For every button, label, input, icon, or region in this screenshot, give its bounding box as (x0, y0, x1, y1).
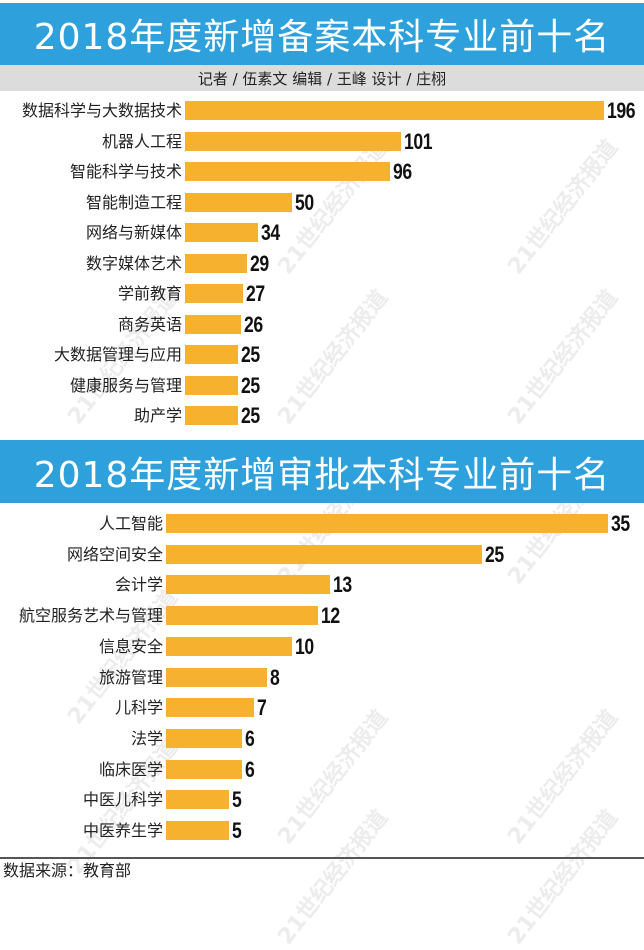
bar (185, 192, 292, 212)
bar (185, 345, 238, 364)
bar (185, 101, 604, 120)
bar-label: 法学 (130, 728, 163, 748)
bar-value-label: 101 (404, 128, 433, 154)
bar-row: 数字媒体艺术 29 (0, 251, 644, 276)
bar-label: 中医儿科学 (82, 790, 163, 810)
data-source: 数据来源：教育部 (3, 861, 132, 880)
bar-row: 人工智能 35 (0, 511, 644, 536)
bar-label: 旅游管理 (98, 667, 163, 687)
bar (185, 406, 238, 425)
bar-row: 儿科学 7 (0, 695, 644, 720)
bar-value-label: 5 (232, 787, 242, 813)
bar-row: 旅游管理 8 (0, 665, 644, 690)
bar-value-label: 25 (241, 342, 260, 367)
bar (166, 606, 318, 626)
bar (185, 284, 243, 303)
bar-value-label: 35 (611, 511, 630, 536)
bar (166, 790, 229, 810)
bar-label: 健康服务与管理 (69, 375, 182, 395)
bar-row: 商务英语 26 (0, 312, 644, 337)
bar (166, 667, 267, 687)
bar-label: 大数据管理与应用 (53, 345, 182, 364)
bar-row: 机器人工程 101 (0, 129, 644, 154)
bar (185, 314, 241, 334)
bar-label: 商务英语 (117, 314, 182, 334)
bar-label: 信息安全 (98, 636, 163, 656)
bar-value-label: 8 (270, 664, 280, 690)
bar-value-label: 12 (321, 603, 340, 629)
bar-row: 信息安全 10 (0, 634, 644, 659)
bar-value-label: 6 (245, 725, 255, 751)
footer-divider (0, 857, 644, 859)
chart-approved-majors: 人工智能 35 网络空间安全 25 会计学 13 航空服务艺术与管理 12 信息安全 10 旅游管理… (0, 511, 644, 843)
bar (166, 636, 292, 656)
bar-row: 网络空间安全 25 (0, 542, 644, 567)
bar-row: 数据科学与大数据技术 196 (0, 98, 644, 123)
bar-label: 智能科学与技术 (69, 162, 182, 181)
bar-label: 助产学 (133, 406, 182, 425)
chart-2-title: 2018年度新增审批本科专业前十名 (0, 440, 644, 503)
bar-label: 儿科学 (114, 698, 163, 718)
bar-row: 中医儿科学 5 (0, 787, 644, 812)
bar-value-label: 27 (246, 281, 265, 306)
bar-label: 网络与新媒体 (85, 223, 182, 242)
bar-value-label: 26 (244, 311, 263, 337)
bar-value-label: 10 (295, 633, 314, 659)
bar-label: 数字媒体艺术 (85, 253, 182, 273)
bar-value-label: 6 (245, 756, 255, 782)
bar-row: 中医养生学 5 (0, 818, 644, 843)
bar-value-label: 13 (333, 572, 352, 598)
bar-row: 智能制造工程 50 (0, 190, 644, 215)
bar-row: 航空服务艺术与管理 12 (0, 603, 644, 628)
bar-label: 学前教育 (117, 284, 182, 303)
bar-label: 智能制造工程 (85, 192, 182, 212)
bar-value-label: 196 (607, 98, 636, 123)
bar-label: 航空服务艺术与管理 (18, 606, 163, 626)
bar-value-label: 25 (241, 372, 260, 398)
bar (185, 253, 247, 273)
bar-value-label: 50 (295, 189, 314, 215)
bar-row: 助产学 25 (0, 403, 644, 428)
bar-row: 法学 6 (0, 726, 644, 751)
bar-label: 数据科学与大数据技术 (21, 101, 182, 120)
bar-label: 会计学 (114, 575, 163, 595)
bar-row: 网络与新媒体 34 (0, 220, 644, 245)
bar (166, 759, 242, 779)
bar-row: 大数据管理与应用 25 (0, 342, 644, 367)
chart-1-title: 2018年度新增备案本科专业前十名 (0, 3, 644, 65)
bar-label: 人工智能 (98, 514, 163, 533)
bar-value-label: 5 (232, 818, 242, 843)
bar (166, 821, 229, 840)
bar-label: 机器人工程 (101, 131, 182, 151)
bar (185, 375, 238, 395)
bar (185, 162, 390, 181)
credits-line: 记者 / 伍素文 编辑 / 王峰 设计 / 庄栩 (0, 65, 644, 91)
bar (166, 575, 330, 595)
bar (166, 728, 242, 748)
bar-row: 临床医学 6 (0, 757, 644, 782)
bar-row: 会计学 13 (0, 572, 644, 597)
bar (166, 514, 608, 533)
bar (166, 698, 254, 718)
bar (185, 131, 401, 151)
bar-value-label: 29 (250, 250, 269, 276)
bar-row: 智能科学与技术 96 (0, 159, 644, 184)
bar-value-label: 25 (241, 403, 260, 428)
bar-value-label: 7 (257, 695, 267, 721)
bar-value-label: 96 (393, 159, 412, 184)
bar-value-label: 34 (261, 220, 280, 245)
bar (185, 223, 258, 242)
bar-value-label: 25 (485, 541, 504, 567)
bar (166, 544, 482, 564)
chart-filed-majors: 数据科学与大数据技术 196 机器人工程 101 智能科学与技术 96 智能制造工程 50 网络… (0, 0, 644, 440)
bar-label: 网络空间安全 (66, 544, 163, 564)
bar-row: 学前教育 27 (0, 281, 644, 306)
bar-row: 健康服务与管理 25 (0, 373, 644, 398)
bar-label: 中医养生学 (82, 821, 163, 840)
bar-label: 临床医学 (98, 759, 163, 779)
